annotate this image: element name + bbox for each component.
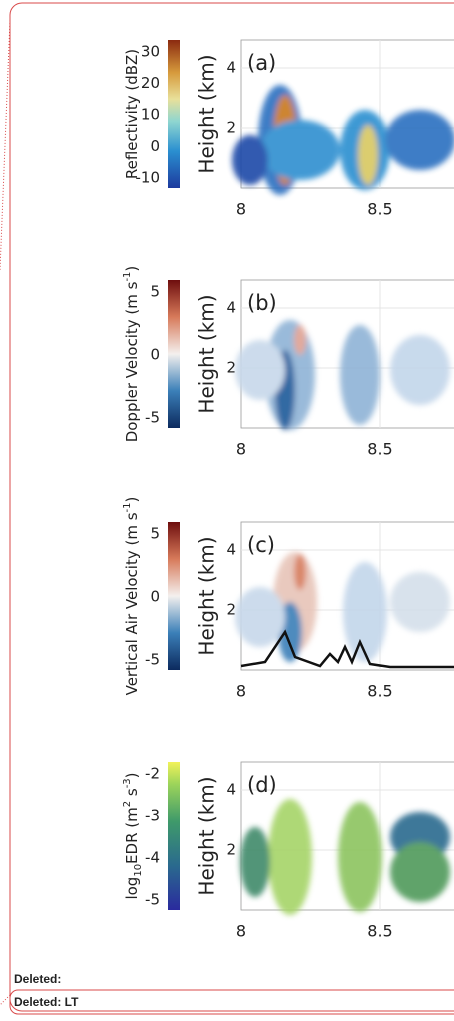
colorbar-label: Doppler Velocity (m s-1) — [122, 266, 141, 443]
y-tick-label: 2 — [226, 359, 236, 377]
label-part: -3 — [122, 778, 133, 788]
deletion-note: Deleted: LT — [14, 995, 79, 1009]
colorbar-label: Vertical Air Velocity (m s-1) — [122, 497, 141, 696]
deletion-note: Deleted: — [14, 972, 61, 986]
label-part: ) — [123, 772, 141, 778]
y-tick-label: 2 — [226, 601, 236, 619]
colorbar — [168, 762, 180, 910]
echo — [235, 340, 285, 400]
colorbar-tick-label: 30 — [141, 43, 160, 61]
y-tick-label: 4 — [226, 299, 236, 317]
y-tick-label: 2 — [226, 841, 236, 859]
colorbar — [168, 280, 180, 428]
echo — [390, 572, 450, 632]
label-part: EDR (m — [123, 807, 141, 864]
colorbar — [168, 522, 180, 670]
panel-label: (b) — [247, 291, 277, 315]
colorbar-tick-label: -5 — [145, 409, 160, 427]
colorbar — [168, 40, 180, 188]
colorbar-tick-label: 20 — [141, 74, 160, 92]
colorbar-tick-label: -5 — [145, 891, 160, 909]
colorbar-tick-label: 0 — [150, 346, 160, 364]
colorbar-tick-label: 10 — [141, 106, 160, 124]
x-tick-label: 8 — [236, 440, 246, 459]
label-part: Vertical Air Velocity (m s — [123, 512, 141, 695]
y-axis-label: Height (km) — [195, 294, 219, 413]
label-part: s — [123, 788, 141, 801]
label-part: ) — [123, 266, 141, 272]
echo — [390, 842, 450, 902]
colorbar-tick-label: -5 — [145, 651, 160, 669]
y-tick-label: 4 — [226, 541, 236, 559]
echo — [235, 587, 285, 647]
x-tick-label: 8 — [236, 200, 246, 219]
y-tick-label: 2 — [226, 119, 236, 137]
label-part: ) — [123, 497, 141, 503]
y-axis-label: Height (km) — [195, 54, 219, 173]
panel-label: (d) — [247, 773, 277, 797]
x-tick-label: 8.5 — [367, 200, 392, 219]
echo — [358, 125, 378, 185]
echo — [294, 554, 306, 590]
colorbar-tick-label: 5 — [150, 525, 160, 543]
label-part: Doppler Velocity (m s — [123, 281, 141, 442]
y-axis-label: Height (km) — [195, 776, 219, 895]
echo — [338, 802, 382, 912]
echo — [232, 135, 268, 185]
colorbar-tick-label: -2 — [145, 765, 160, 783]
y-tick-label: 4 — [226, 59, 236, 77]
echo — [260, 120, 340, 180]
echo — [268, 799, 312, 915]
label-part: 10 — [133, 864, 144, 877]
echo — [294, 325, 306, 355]
colorbar-tick-label: 0 — [150, 137, 160, 155]
echo — [343, 562, 387, 662]
colorbar-tick-label: 5 — [150, 283, 160, 301]
y-tick-label: 4 — [226, 781, 236, 799]
label-part: -1 — [122, 502, 133, 512]
echo — [385, 110, 454, 170]
colorbar-tick-label: -4 — [145, 849, 160, 867]
echo — [240, 827, 270, 897]
echo — [340, 325, 380, 425]
colorbar-label: Reflectivity (dBZ) — [123, 49, 141, 179]
x-tick-label: 8.5 — [367, 682, 392, 701]
label-part: Reflectivity (dBZ) — [123, 49, 141, 179]
panel-label: (c) — [247, 533, 275, 557]
y-axis-label: Height (km) — [195, 536, 219, 655]
label-part: -1 — [122, 272, 133, 282]
panel-label: (a) — [247, 51, 276, 75]
x-tick-label: 8.5 — [367, 440, 392, 459]
label-part: log — [123, 877, 141, 900]
echo — [390, 335, 450, 405]
x-tick-label: 8.5 — [367, 922, 392, 941]
colorbar-label: log10EDR (m2 s-3) — [122, 772, 144, 899]
comment-leader — [0, 995, 10, 1005]
colorbar-tick-label: 0 — [150, 588, 160, 606]
x-tick-label: 8 — [236, 922, 246, 941]
colorbar-tick-label: -3 — [145, 807, 160, 825]
x-tick-label: 8 — [236, 682, 246, 701]
comment-leader — [0, 20, 10, 270]
